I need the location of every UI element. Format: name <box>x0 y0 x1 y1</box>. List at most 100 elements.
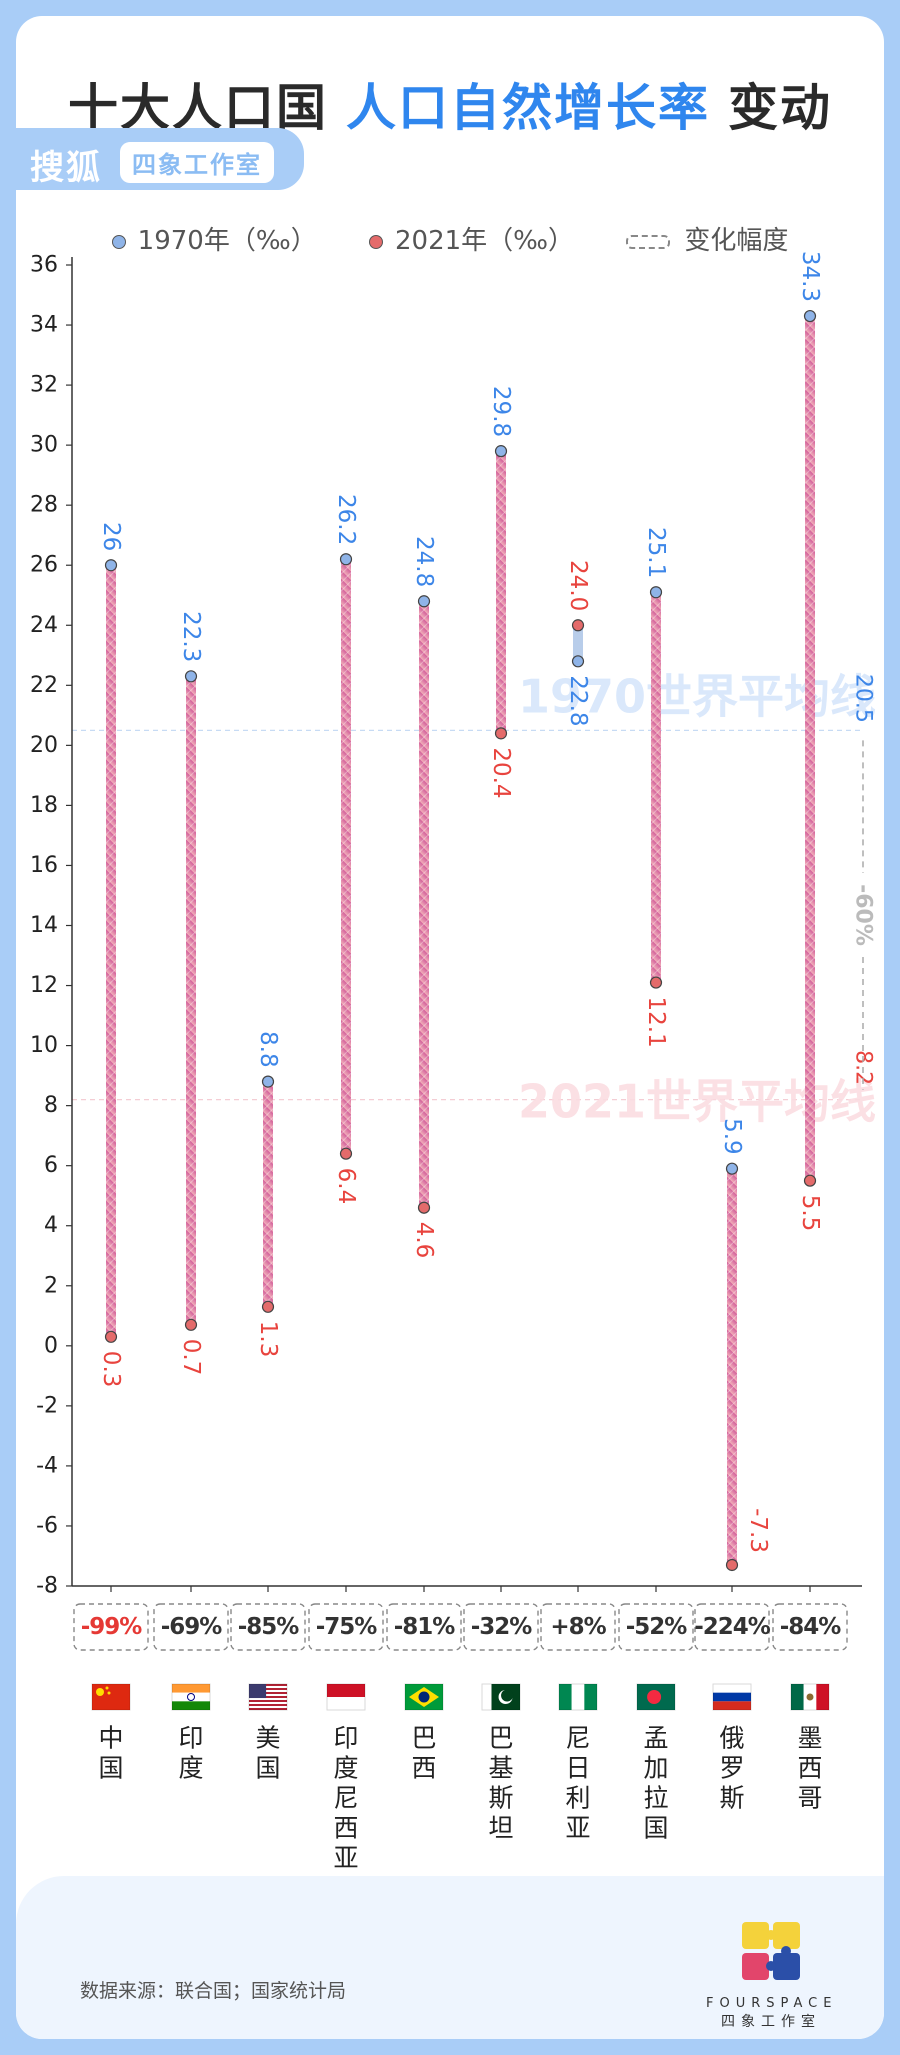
brand-name: 搜狐 <box>30 148 102 188</box>
country-name-9: 墨 <box>797 1724 822 1753</box>
change-label-4: -81% <box>394 1614 456 1640</box>
flag-part <box>713 1692 751 1702</box>
flag-border <box>712 1683 752 1711</box>
flag-part <box>584 1684 597 1710</box>
y-tick-label: 22 <box>30 673 58 698</box>
y-tick-label: 6 <box>44 1153 58 1178</box>
flag-part <box>482 1684 492 1710</box>
dot-1970-1 <box>184 670 198 683</box>
y-tick-label: 28 <box>30 493 58 518</box>
change-box-8 <box>694 1603 770 1651</box>
country-name-2: 美 <box>255 1724 280 1753</box>
flag-part <box>105 1686 109 1690</box>
flag-border <box>558 1683 598 1711</box>
bar-8 <box>727 1168 737 1565</box>
country-name-7: 拉 <box>643 1784 668 1813</box>
chart-legend: 1970年（‰） 2021年（‰） 变化幅度 <box>16 220 884 257</box>
dot-2021-3 <box>339 1147 353 1160</box>
dot-2021-9 <box>803 1174 817 1187</box>
world-average-change-label: -60% <box>851 884 876 946</box>
flag-part <box>249 1700 287 1702</box>
legend-dash-icon <box>626 234 671 249</box>
country-name-4: 西 <box>411 1754 436 1783</box>
flag-border <box>404 1683 444 1711</box>
country-name-5: 斯 <box>488 1784 513 1813</box>
world-average-1970-value: 20.5 <box>851 674 876 723</box>
flag-part <box>418 1691 430 1703</box>
change-label-5: -32% <box>471 1614 533 1640</box>
footer: 数据来源：联合国；国家统计局 FOURSPACE 四象工作室 <box>16 1876 884 2039</box>
label-2021-5: 20.4 <box>488 747 514 798</box>
flag-part <box>791 1684 804 1710</box>
flag-part <box>647 1690 662 1704</box>
bar-7 <box>651 592 661 983</box>
dot-2021-6 <box>571 619 585 632</box>
y-tick-label: -2 <box>36 1393 58 1418</box>
flag-6-icon <box>558 1683 598 1711</box>
change-box-0 <box>73 1603 149 1651</box>
country-name-3: 尼 <box>333 1784 358 1813</box>
bar-1 <box>186 676 196 1325</box>
country-name-6: 利 <box>565 1784 590 1813</box>
legend-item-2021: 2021年（‰） <box>368 220 574 257</box>
y-tick-label: 18 <box>30 793 58 818</box>
label-2021-6: 24.0 <box>565 560 591 611</box>
flag-8-icon <box>712 1683 752 1711</box>
flag-part <box>249 1692 287 1694</box>
y-tick-label: 4 <box>44 1213 58 1238</box>
flag-part <box>249 1688 287 1690</box>
bar-0 <box>106 565 116 1337</box>
label-2021-0: 0.3 <box>98 1351 124 1388</box>
dot-1970-9 <box>803 309 817 323</box>
dot-2021-5 <box>494 727 508 740</box>
country-name-3: 度 <box>333 1754 358 1783</box>
label-1970-2: 8.8 <box>255 1031 281 1068</box>
bar-5 <box>496 451 506 734</box>
change-label-1: -69% <box>161 1614 223 1640</box>
dot-2021-0 <box>104 1330 118 1343</box>
poster-card: 十大人口国 人口自然增长率 变动 搜狐 四象工作室 1970年（‰） 2021年（‰… <box>16 16 884 2039</box>
flag-part <box>249 1704 287 1706</box>
bar-6 <box>573 625 583 662</box>
change-box-4 <box>386 1603 462 1651</box>
dot-1970-8 <box>725 1162 739 1175</box>
change-label-2: -85% <box>238 1614 300 1640</box>
country-name-3: 西 <box>333 1814 358 1843</box>
flag-5-icon <box>481 1683 521 1711</box>
country-name-7: 国 <box>643 1814 668 1843</box>
country-name-9: 哥 <box>797 1784 822 1813</box>
change-box-5 <box>463 1603 539 1651</box>
dot-1970-5 <box>494 445 508 458</box>
change-box-9 <box>772 1603 848 1651</box>
change-box-3 <box>308 1603 384 1651</box>
country-name-8: 俄 <box>719 1724 744 1753</box>
flag-part <box>187 1693 195 1701</box>
flag-7-icon <box>636 1683 676 1711</box>
label-2021-7: 12.1 <box>643 997 669 1048</box>
change-label-6: +8% <box>550 1614 606 1640</box>
logo-cn: 四象工作室 <box>721 2014 821 2030</box>
dot-2021-7 <box>649 976 663 989</box>
flag-part <box>327 1684 365 1697</box>
y-tick-label: 10 <box>30 1033 58 1058</box>
flag-part <box>559 1684 572 1710</box>
flag-border <box>248 1683 288 1711</box>
y-tick-label: 0 <box>44 1333 58 1358</box>
country-name-1: 度 <box>178 1754 203 1783</box>
bar-4 <box>419 601 429 1208</box>
data-source: 数据来源：联合国；国家统计局 <box>80 1980 347 2002</box>
dot-2021-1 <box>184 1318 198 1331</box>
country-name-8: 罗 <box>719 1754 744 1783</box>
fourspace-logo: FOURSPACE 四象工作室 <box>706 1916 836 2031</box>
change-label-8: -224% <box>694 1614 771 1640</box>
country-name-6: 日 <box>565 1754 590 1783</box>
flag-part <box>172 1692 210 1702</box>
y-tick-label: 24 <box>30 613 58 638</box>
change-box-2 <box>230 1603 306 1651</box>
label-1970-7: 25.1 <box>643 527 669 578</box>
page-title: 十大人口国 人口自然增长率 变动 <box>16 68 884 140</box>
bar-3 <box>341 559 351 1154</box>
country-name-5: 巴 <box>488 1724 513 1753</box>
y-tick-label: -6 <box>36 1513 58 1538</box>
label-2021-2: 1.3 <box>255 1321 281 1358</box>
